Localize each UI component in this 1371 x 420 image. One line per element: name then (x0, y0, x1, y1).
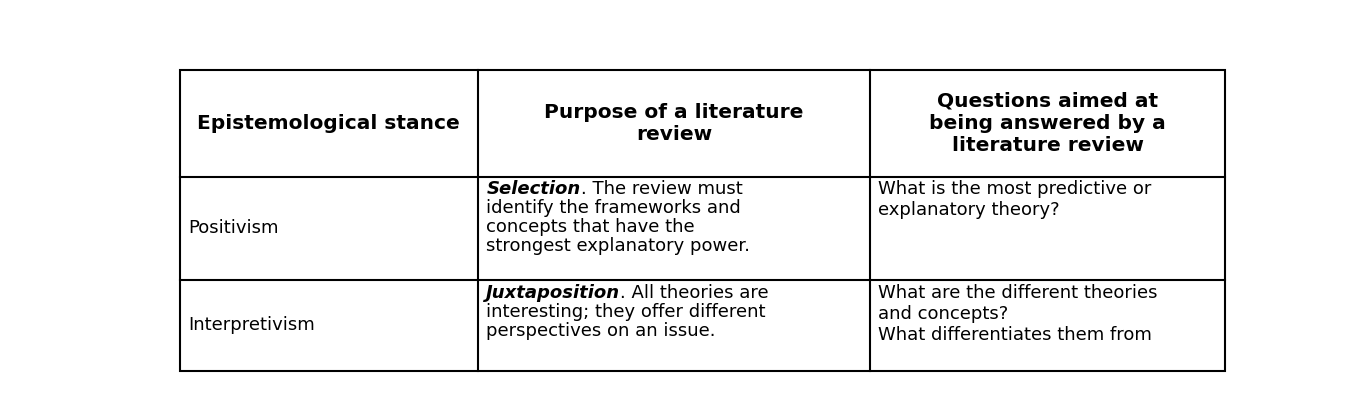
Text: . All theories are: . All theories are (621, 284, 769, 302)
Text: Epistemological stance: Epistemological stance (197, 114, 461, 133)
Text: concepts that have the: concepts that have the (487, 218, 695, 236)
Text: perspectives on an issue.: perspectives on an issue. (487, 322, 716, 340)
Text: Interpretivism: Interpretivism (188, 316, 315, 334)
Text: Purpose of a literature
review: Purpose of a literature review (544, 102, 803, 144)
Text: Selection: Selection (487, 181, 580, 199)
Text: strongest explanatory power.: strongest explanatory power. (487, 237, 750, 255)
Text: . The review must: . The review must (580, 181, 742, 199)
Text: Positivism: Positivism (188, 220, 278, 237)
Text: What is the most predictive or
explanatory theory?: What is the most predictive or explanato… (879, 181, 1152, 219)
Text: identify the frameworks and: identify the frameworks and (487, 199, 742, 217)
Text: Questions aimed at
being answered by a
literature review: Questions aimed at being answered by a l… (930, 92, 1167, 155)
Text: Juxtaposition: Juxtaposition (487, 284, 621, 302)
Text: What are the different theories
and concepts?
What differentiates them from: What are the different theories and conc… (879, 284, 1158, 344)
Text: interesting; they offer different: interesting; they offer different (487, 303, 766, 321)
